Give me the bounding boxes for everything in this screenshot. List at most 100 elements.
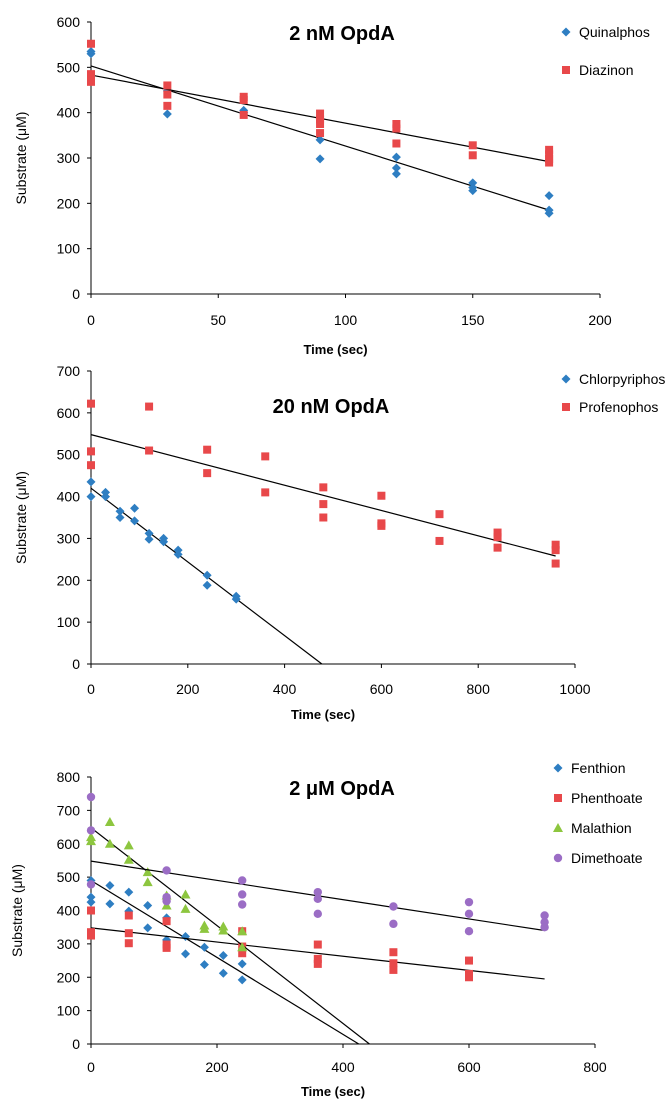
data-point xyxy=(199,923,210,933)
data-point xyxy=(162,943,171,952)
data-point xyxy=(105,899,115,909)
data-point xyxy=(87,77,95,86)
y-tick-label: 700 xyxy=(57,363,81,379)
data-point xyxy=(465,973,473,982)
x-tick-label: 200 xyxy=(176,681,200,697)
data-point xyxy=(86,49,96,59)
x-tick-label: 150 xyxy=(461,312,485,328)
y-tick-label: 500 xyxy=(57,59,81,75)
legend-label: Dimethoate xyxy=(571,850,643,866)
data-point xyxy=(239,95,248,104)
legend-label: Diazinon xyxy=(579,62,633,78)
series-chlorpyriphos xyxy=(86,477,323,665)
data-point xyxy=(544,208,554,218)
data-point xyxy=(315,154,325,164)
data-point xyxy=(87,447,95,456)
data-point xyxy=(101,492,111,502)
data-point xyxy=(86,892,96,902)
legend-label: Quinalphos xyxy=(579,24,650,40)
data-point xyxy=(468,186,478,196)
legend-marker-chlorpyriphos xyxy=(561,374,571,384)
data-point xyxy=(87,39,95,48)
x-tick-label: 0 xyxy=(87,1059,95,1075)
data-point xyxy=(315,135,325,145)
x-tick-label: 800 xyxy=(583,1059,607,1075)
data-point xyxy=(238,949,247,958)
y-tick-label: 0 xyxy=(72,1036,80,1052)
data-point xyxy=(389,959,398,968)
data-point xyxy=(468,141,477,150)
chart-20nm-opda: 0 100 200 300 400 500 600 700 0 200 400 600 800 1000 2… xyxy=(13,363,665,722)
data-point xyxy=(86,826,96,835)
data-point xyxy=(435,536,444,545)
legend-label: Profenophos xyxy=(579,399,658,415)
x-tick-label: 200 xyxy=(588,312,612,328)
data-point xyxy=(124,911,133,920)
data-point xyxy=(86,897,96,907)
data-point xyxy=(316,115,325,124)
y-axis-label: Substrate (μM) xyxy=(13,112,29,205)
data-point xyxy=(202,570,212,580)
data-point xyxy=(218,925,229,935)
data-point xyxy=(87,461,95,470)
legend-label: Fenthion xyxy=(571,760,625,776)
legend-marker-phenthoate xyxy=(554,794,562,802)
data-point xyxy=(173,549,183,559)
data-point xyxy=(142,877,153,887)
data-point xyxy=(238,900,247,909)
x-tick-label: 0 xyxy=(87,312,95,328)
y-tick-label: 200 xyxy=(57,969,81,985)
data-point xyxy=(377,491,386,500)
trendline-profenophos xyxy=(90,434,556,557)
data-point xyxy=(86,492,96,502)
data-point xyxy=(392,139,401,148)
x-tick-label: 800 xyxy=(467,681,491,697)
data-point xyxy=(144,528,154,538)
data-point xyxy=(391,163,401,173)
data-point xyxy=(180,889,191,899)
x-tick-label: 1000 xyxy=(559,681,590,697)
data-point xyxy=(143,923,153,933)
series-phenthoate xyxy=(87,906,545,982)
data-point xyxy=(540,911,549,920)
data-point xyxy=(237,975,247,985)
y-tick-label: 200 xyxy=(57,572,81,588)
data-point xyxy=(86,880,96,889)
legend-marker-diazinon xyxy=(562,66,570,74)
data-point xyxy=(261,488,270,497)
data-point xyxy=(199,960,209,970)
y-tick-label: 300 xyxy=(57,936,81,952)
chart-2nm-opda: 0 100 200 300 400 500 600 0 50 100 150 200 2 nM OpdA… xyxy=(13,14,650,357)
data-point xyxy=(377,521,386,530)
data-point xyxy=(319,513,328,522)
data-point xyxy=(389,919,398,929)
data-point xyxy=(237,942,248,952)
data-point xyxy=(144,534,154,544)
y-tick-label: 400 xyxy=(57,903,81,919)
data-point xyxy=(130,503,140,513)
data-point xyxy=(87,906,95,915)
chart-title: 2 μM OpdA xyxy=(289,778,395,800)
legend-marker-quinalphos xyxy=(561,27,571,37)
data-point xyxy=(544,191,554,201)
data-point xyxy=(316,120,325,128)
x-axis-label: Time (sec) xyxy=(301,1084,365,1099)
y-axis-label: Substrate (μM) xyxy=(9,864,25,957)
data-point xyxy=(319,500,328,509)
y-tick-label: 400 xyxy=(57,489,81,505)
data-point xyxy=(143,900,153,910)
y-tick-label: 100 xyxy=(57,241,81,257)
series-dimethoate xyxy=(86,792,549,936)
data-point xyxy=(199,942,209,952)
data-point xyxy=(203,469,212,478)
data-point xyxy=(464,909,474,919)
trendline-malathion xyxy=(90,827,370,1045)
data-point xyxy=(391,169,401,179)
data-point xyxy=(551,559,560,568)
y-tick-label: 200 xyxy=(57,195,81,211)
data-point xyxy=(392,124,401,133)
y-tick-label: 100 xyxy=(57,1003,81,1019)
data-point xyxy=(124,887,134,897)
data-point xyxy=(159,537,169,547)
